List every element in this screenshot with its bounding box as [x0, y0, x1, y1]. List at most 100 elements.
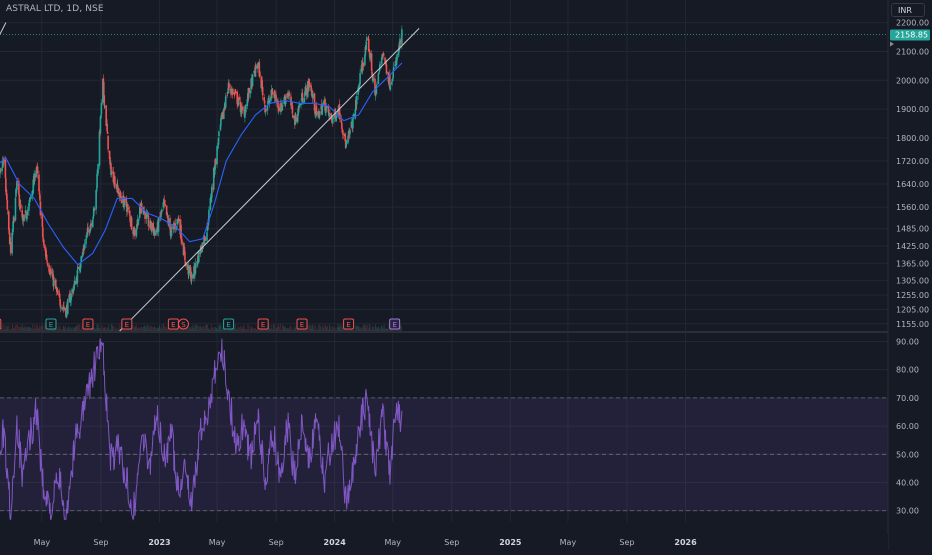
- volume-bar: [365, 328, 366, 331]
- volume-bar: [58, 325, 59, 331]
- volume-bar: [114, 329, 115, 331]
- currency-button[interactable]: INR: [891, 3, 925, 17]
- volume-bar: [289, 328, 290, 331]
- volume-bar: [269, 328, 270, 331]
- price-tick-label: 1365.00: [896, 259, 929, 268]
- candle-body: [27, 210, 29, 215]
- volume-bar: [322, 325, 323, 331]
- volume-bar: [255, 328, 256, 331]
- volume-bar: [24, 328, 25, 331]
- rsi-tick-label: 30.00: [896, 507, 919, 516]
- candle-body: [0, 170, 1, 171]
- candle-body: [255, 64, 257, 68]
- volume-bar: [126, 330, 127, 331]
- volume-bar: [326, 327, 327, 331]
- volume-bar: [384, 325, 385, 331]
- volume-bar: [250, 326, 251, 331]
- volume-bar: [203, 326, 204, 331]
- volume-bar: [281, 330, 282, 331]
- volume-bar: [229, 330, 230, 331]
- volume-bar: [133, 326, 134, 331]
- volume-bar: [328, 330, 329, 331]
- candle-body: [144, 212, 146, 219]
- candle-body: [371, 53, 373, 71]
- price-tick-label: 2200.00: [896, 19, 929, 28]
- volume-bar: [324, 326, 325, 331]
- candle-body: [225, 96, 227, 107]
- candle-body: [265, 110, 267, 111]
- volume-bar: [309, 325, 310, 331]
- volume-bar: [380, 328, 381, 331]
- volume-bar: [185, 330, 186, 331]
- volume-bar: [96, 328, 97, 331]
- volume-bar: [293, 330, 294, 331]
- candle-body: [103, 82, 105, 95]
- volume-bar: [277, 326, 278, 331]
- volume-bar: [340, 327, 341, 331]
- candle-body: [366, 39, 368, 41]
- candle-body: [226, 95, 228, 96]
- candle-body: [138, 219, 140, 224]
- volume-bar: [370, 327, 371, 331]
- candle-body: [13, 218, 15, 222]
- rsi-tick-label: 90.00: [896, 337, 919, 346]
- volume-bar: [389, 329, 390, 331]
- volume-bar: [35, 328, 36, 331]
- volume-bar: [182, 330, 183, 331]
- volume-bar: [71, 329, 72, 331]
- volume-bar: [152, 328, 153, 331]
- volume-bar: [312, 325, 313, 331]
- volume-bar: [143, 327, 144, 331]
- volume-bar: [156, 328, 157, 331]
- earnings-marker-shape: [0, 319, 1, 329]
- candle-body: [373, 78, 375, 81]
- volume-bar: [193, 325, 194, 331]
- volume-bar: [146, 324, 147, 331]
- volume-bar: [315, 327, 316, 331]
- candle-body: [396, 55, 398, 61]
- candle-body: [319, 117, 321, 119]
- volume-bar: [73, 329, 74, 331]
- volume-bar: [153, 327, 154, 331]
- volume-bar: [271, 325, 272, 331]
- volume-bar: [157, 327, 158, 331]
- volume-bar: [376, 327, 377, 331]
- volume-bar: [197, 326, 198, 331]
- price-tick-label: 1485.00: [896, 225, 929, 234]
- candle-body: [93, 208, 95, 209]
- candle-body: [262, 87, 264, 95]
- earnings-marker-label: S: [181, 321, 186, 329]
- volume-bar: [81, 327, 82, 331]
- price-tick-label: 1305.00: [896, 277, 929, 286]
- volume-bar: [357, 325, 358, 331]
- last-price-label: 2158.85: [895, 31, 928, 40]
- volume-bar: [117, 329, 118, 331]
- volume-bar: [109, 330, 110, 331]
- candle-body: [1, 168, 3, 172]
- volume-bar: [30, 328, 31, 331]
- volume-bar: [198, 330, 199, 331]
- candle-body: [292, 106, 294, 114]
- candle-body: [393, 67, 395, 70]
- volume-bar: [244, 329, 245, 331]
- volume-bar: [253, 328, 254, 331]
- volume-bar: [247, 324, 248, 331]
- price-tick-label: 1560.00: [896, 203, 929, 212]
- candle-body: [222, 112, 224, 119]
- volume-bar: [209, 330, 210, 331]
- volume-bar: [353, 330, 354, 331]
- volume-bar: [206, 324, 207, 331]
- time-tick-label: 2023: [148, 538, 170, 547]
- candle-body: [336, 116, 338, 118]
- volume-bar: [215, 327, 216, 331]
- volume-bar: [4, 325, 5, 331]
- volume-bar: [105, 327, 106, 331]
- volume-bar: [84, 330, 85, 331]
- earnings-marker: E: [224, 319, 234, 329]
- volume-bar: [74, 327, 75, 331]
- volume-bar: [199, 326, 200, 331]
- candle-body: [259, 62, 261, 76]
- candle-body: [316, 106, 318, 116]
- candle-body: [10, 242, 12, 253]
